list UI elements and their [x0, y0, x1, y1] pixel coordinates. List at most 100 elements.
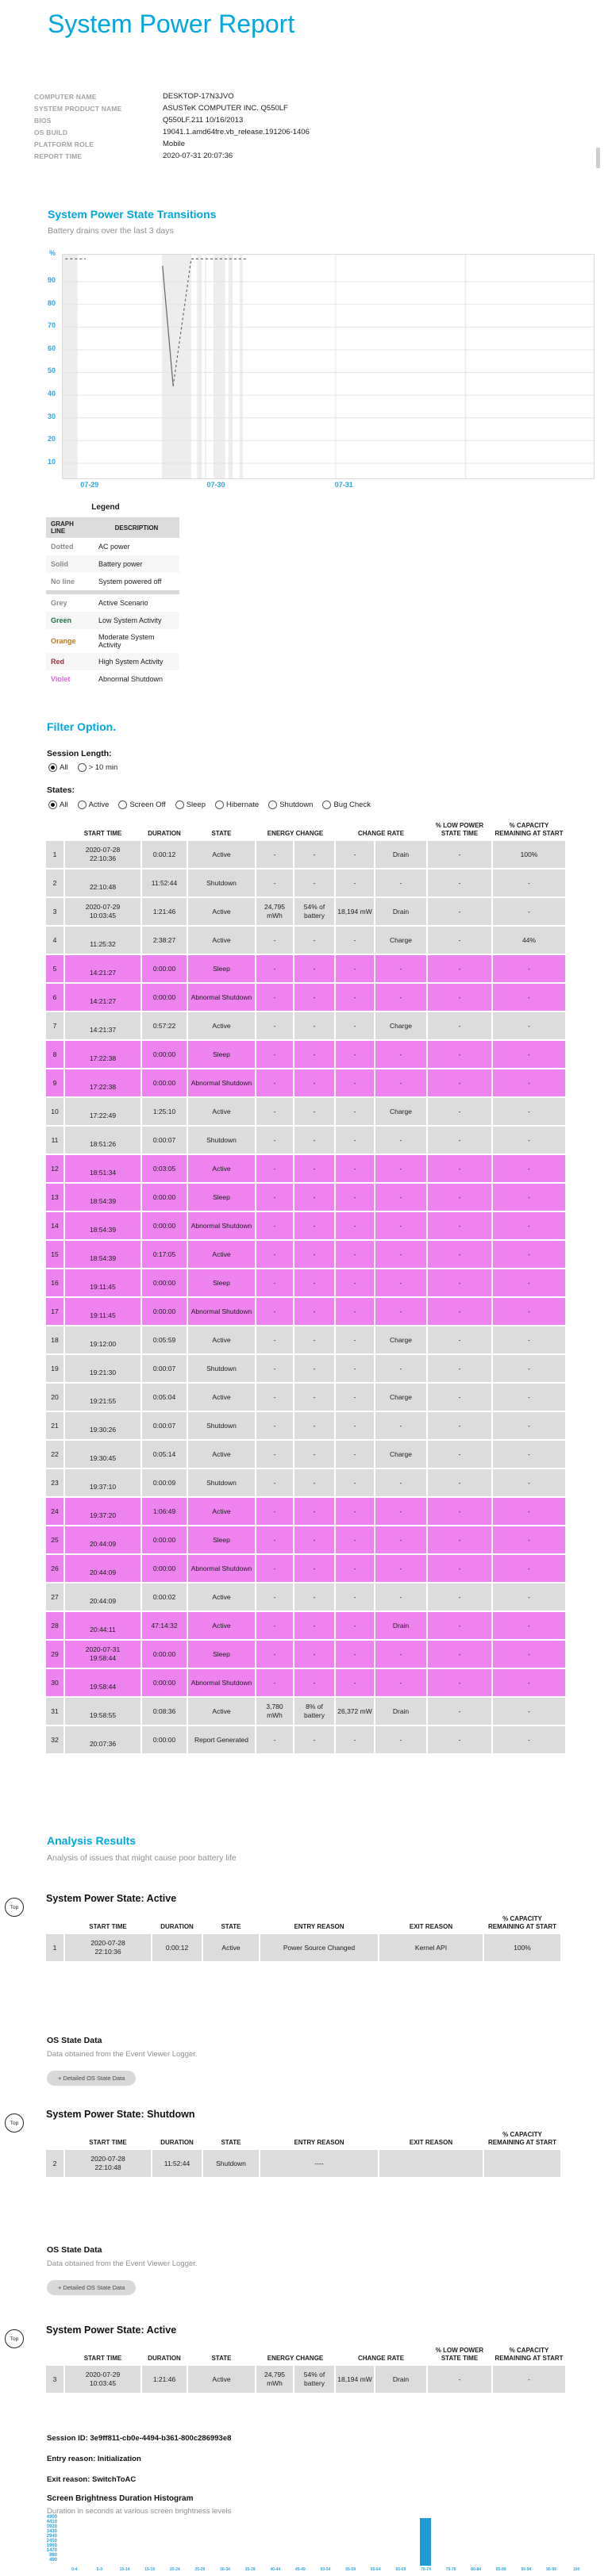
- state-cell: Active: [188, 898, 255, 925]
- state-option[interactable]: Shutdown: [268, 800, 313, 809]
- info-value: Q550LF.211 10/16/2013: [163, 116, 244, 125]
- low-power-cell: -: [428, 927, 491, 954]
- active-scenario-band: [228, 255, 233, 478]
- active-scenario-band: [213, 255, 225, 478]
- rate-dir-cell: -: [375, 1355, 426, 1382]
- duration-cell: 0:00:00: [142, 1212, 187, 1239]
- start-time-cell: 20:44:11: [65, 1612, 140, 1639]
- legend-row: Red High System Activity: [46, 653, 179, 670]
- capacity-cell: -: [493, 1498, 565, 1525]
- energy-change-header: ENERGY CHANGE: [267, 830, 324, 837]
- state-option[interactable]: Sleep: [175, 800, 206, 809]
- state-cell: Active: [188, 1612, 255, 1639]
- state-cell: Abnormal Shutdown: [188, 984, 255, 1011]
- table-row: 10 17:22:49 1:25:10 Active - - - Charge …: [46, 1098, 565, 1125]
- state-cell: Active: [188, 1584, 255, 1610]
- state-cell: Abnormal Shutdown: [188, 1298, 255, 1325]
- scrollbar-thumb[interactable]: [596, 148, 600, 168]
- duration-cell: 11:52:44: [142, 870, 187, 896]
- state-cell: Sleep: [188, 1041, 255, 1068]
- row-index: 18: [46, 1326, 63, 1353]
- rate-dir-cell: Charge: [375, 927, 426, 954]
- radio-icon[interactable]: [322, 800, 332, 809]
- state-option[interactable]: Screen Off: [118, 800, 166, 809]
- low-power-cell: -: [428, 1669, 491, 1696]
- session-length-option[interactable]: All: [48, 763, 68, 772]
- session-length-option[interactable]: > 10 min: [77, 763, 118, 772]
- rate-mw-cell: -: [336, 955, 374, 982]
- rate-mw-cell: -: [336, 1498, 374, 1525]
- row-index: 8: [46, 1041, 63, 1068]
- low-power-cell: -: [428, 1355, 491, 1382]
- state-cell: Shutdown: [188, 870, 255, 896]
- energy-mwh-cell: -: [256, 870, 293, 896]
- info-value: ASUSTeK COMPUTER INC. Q550LF: [163, 104, 288, 113]
- capacity-cell: -: [493, 1669, 565, 1696]
- rate-mw-cell: -: [336, 870, 374, 896]
- state-cell: Shutdown: [188, 1469, 255, 1496]
- system-info-table: COMPUTER NAME DESKTOP-17N3JVO SYSTEM PRO…: [34, 92, 431, 163]
- legend-line-name: Violet: [51, 675, 71, 683]
- state-cell: Sleep: [188, 1269, 255, 1296]
- energy-mwh-cell: -: [256, 1069, 293, 1096]
- active-scenario-band: [162, 255, 191, 478]
- low-power-cell: -: [428, 1241, 491, 1268]
- rate-dir-cell: -: [375, 870, 426, 896]
- detailed-os-state-data-button[interactable]: + Detailed OS State Data: [47, 2071, 137, 2086]
- rate-dir-cell: -: [375, 1298, 426, 1325]
- radio-icon[interactable]: [175, 800, 184, 809]
- radio-icon[interactable]: [48, 800, 57, 809]
- duration-cell: 0:00:00: [142, 1555, 187, 1582]
- state-cell: Active: [188, 1698, 255, 1725]
- legend-line-name: Orange: [51, 637, 76, 645]
- low-power-cell: -: [428, 1184, 491, 1211]
- capacity-cell: -: [493, 1269, 565, 1296]
- radio-icon[interactable]: [77, 800, 87, 809]
- energy-mwh-cell: -: [256, 1498, 293, 1525]
- state-cell: Active: [188, 2366, 255, 2393]
- duration-cell: 0:00:12: [142, 841, 187, 868]
- table-row: 21 19:30:26 0:00:07 Shutdown - - - - - -: [46, 1412, 565, 1439]
- radio-icon[interactable]: [268, 800, 278, 809]
- y-axis-tick-label: 70: [47, 321, 56, 330]
- row-index: 9: [46, 1069, 63, 1096]
- capacity-cell: -: [493, 2366, 565, 2393]
- energy-mwh-cell: -: [256, 1127, 293, 1154]
- rate-mw-cell: -: [336, 1098, 374, 1125]
- session-length-radio-group: All > 10 min: [48, 762, 127, 776]
- state-option[interactable]: All: [48, 800, 68, 809]
- radio-icon[interactable]: [118, 800, 128, 809]
- state-option[interactable]: Hibernate: [215, 800, 259, 809]
- state-option[interactable]: Bug Check: [322, 800, 371, 809]
- energy-mwh-cell: -: [256, 1384, 293, 1411]
- table-row: 20 19:21:55 0:05:04 Active - - - Charge …: [46, 1384, 565, 1411]
- top-link-badge[interactable]: Top: [5, 2113, 24, 2133]
- energy-pct-cell: 54% of battery: [294, 898, 334, 925]
- state-option[interactable]: Active: [77, 800, 109, 809]
- top-link-badge[interactable]: Top: [5, 1898, 24, 1917]
- entry-reason-cell: Power Source Changed: [260, 1934, 378, 1961]
- histogram-x-tick-label: 60-64: [370, 2567, 381, 2572]
- energy-pct-cell: -: [294, 1155, 334, 1182]
- detailed-os-state-data-button[interactable]: + Detailed OS State Data: [47, 2280, 137, 2295]
- radio-icon[interactable]: [48, 763, 57, 772]
- state-cell: Active: [188, 1441, 255, 1468]
- exit-reason-line: Exit reason: SwitchToAC: [47, 2475, 136, 2484]
- table-row: 29 2020-07-31 19:58:44 0:00:00 Sleep - - …: [46, 1641, 565, 1668]
- radio-icon[interactable]: [77, 763, 87, 772]
- radio-label: > 10 min: [88, 763, 118, 772]
- radio-icon[interactable]: [215, 800, 224, 809]
- table-header-row: START TIME DURATION STATE ENERGY CHANGE …: [83, 2347, 564, 2362]
- top-link-badge[interactable]: Top: [5, 2329, 24, 2348]
- energy-mwh-cell: -: [256, 1298, 293, 1325]
- legend-header-row: GRAPH LINE DESCRIPTION: [46, 517, 179, 538]
- rate-dir-cell: -: [375, 1412, 426, 1439]
- histogram-x-tick-label: 80-84: [471, 2567, 482, 2572]
- entry-reason-header: ENTRY REASON: [294, 1923, 344, 1930]
- duration-cell: 0:00:02: [142, 1584, 187, 1610]
- low-power-cell: -: [428, 2366, 491, 2393]
- row-index: 25: [46, 1526, 63, 1553]
- energy-mwh-cell: -: [256, 984, 293, 1011]
- row-index: 1: [46, 1934, 63, 1961]
- energy-mwh-cell: -: [256, 1212, 293, 1239]
